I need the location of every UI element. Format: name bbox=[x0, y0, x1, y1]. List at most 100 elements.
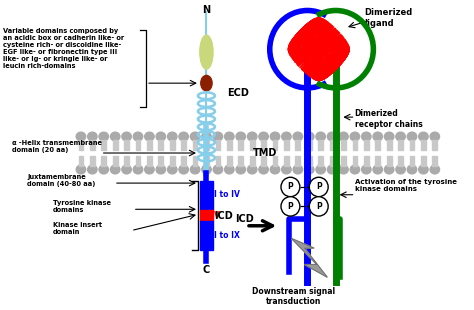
Bar bbox=[319, 156, 323, 166]
Ellipse shape bbox=[99, 132, 109, 141]
Bar bbox=[200, 181, 213, 210]
Ellipse shape bbox=[76, 132, 86, 141]
Ellipse shape bbox=[362, 165, 371, 174]
Bar bbox=[273, 140, 277, 150]
Text: I to IV: I to IV bbox=[214, 190, 240, 199]
Ellipse shape bbox=[247, 165, 257, 174]
Ellipse shape bbox=[76, 165, 86, 174]
Bar bbox=[227, 156, 232, 166]
Ellipse shape bbox=[191, 165, 200, 174]
Ellipse shape bbox=[339, 132, 348, 141]
Ellipse shape bbox=[328, 165, 337, 174]
Ellipse shape bbox=[270, 132, 280, 141]
Ellipse shape bbox=[167, 132, 177, 141]
Bar bbox=[387, 140, 392, 150]
Ellipse shape bbox=[396, 165, 405, 174]
Polygon shape bbox=[292, 238, 327, 277]
Ellipse shape bbox=[384, 165, 394, 174]
Text: Juxtamembrane
domain (40-80 aa): Juxtamembrane domain (40-80 aa) bbox=[27, 174, 95, 187]
Ellipse shape bbox=[407, 165, 417, 174]
Ellipse shape bbox=[213, 132, 223, 141]
Ellipse shape bbox=[225, 132, 234, 141]
Bar bbox=[364, 140, 369, 150]
Bar bbox=[181, 156, 186, 166]
Text: C: C bbox=[203, 265, 210, 275]
Ellipse shape bbox=[259, 132, 268, 141]
Text: P: P bbox=[288, 202, 293, 211]
Bar bbox=[330, 140, 335, 150]
Text: V: V bbox=[214, 210, 220, 219]
Ellipse shape bbox=[350, 165, 360, 174]
Text: P: P bbox=[288, 183, 293, 192]
Ellipse shape bbox=[259, 165, 268, 174]
Bar bbox=[284, 156, 289, 166]
Text: ICD: ICD bbox=[235, 214, 254, 224]
Text: N: N bbox=[202, 5, 210, 15]
Bar bbox=[261, 140, 266, 150]
Ellipse shape bbox=[110, 165, 120, 174]
Ellipse shape bbox=[304, 132, 314, 141]
Bar bbox=[398, 156, 403, 166]
Bar bbox=[295, 140, 300, 150]
Ellipse shape bbox=[145, 165, 154, 174]
Text: I to IX: I to IX bbox=[214, 231, 240, 240]
Bar bbox=[421, 140, 426, 150]
Circle shape bbox=[310, 197, 328, 216]
Ellipse shape bbox=[407, 132, 417, 141]
Bar bbox=[124, 140, 129, 150]
Bar bbox=[101, 156, 106, 166]
Bar bbox=[273, 156, 277, 166]
Text: α -Helix transmembrane
domain (20 aa): α -Helix transmembrane domain (20 aa) bbox=[12, 140, 102, 153]
Ellipse shape bbox=[179, 132, 188, 141]
Text: Dimerized
ligand: Dimerized ligand bbox=[364, 8, 412, 28]
Bar bbox=[307, 140, 311, 150]
Ellipse shape bbox=[282, 132, 291, 141]
Bar bbox=[261, 156, 266, 166]
Bar bbox=[410, 156, 414, 166]
Bar bbox=[375, 140, 380, 150]
Bar bbox=[398, 140, 403, 150]
Bar bbox=[353, 140, 357, 150]
Bar bbox=[193, 156, 198, 166]
Bar bbox=[79, 156, 83, 166]
Bar bbox=[284, 140, 289, 150]
Bar bbox=[295, 156, 300, 166]
Ellipse shape bbox=[293, 165, 302, 174]
Text: ICD: ICD bbox=[214, 211, 233, 221]
Text: ECD: ECD bbox=[227, 88, 249, 98]
Ellipse shape bbox=[373, 132, 383, 141]
Ellipse shape bbox=[225, 165, 234, 174]
Bar bbox=[113, 156, 118, 166]
Ellipse shape bbox=[339, 165, 348, 174]
Bar bbox=[410, 140, 414, 150]
Bar bbox=[158, 156, 163, 166]
Ellipse shape bbox=[88, 132, 97, 141]
Ellipse shape bbox=[316, 165, 325, 174]
Bar bbox=[432, 140, 437, 150]
Bar bbox=[136, 156, 140, 166]
Bar bbox=[147, 156, 152, 166]
Bar bbox=[216, 156, 220, 166]
Bar bbox=[200, 221, 213, 250]
Bar bbox=[227, 140, 232, 150]
Ellipse shape bbox=[156, 165, 165, 174]
Ellipse shape bbox=[133, 132, 143, 141]
Bar bbox=[90, 156, 95, 166]
Bar bbox=[124, 156, 129, 166]
Ellipse shape bbox=[282, 165, 291, 174]
Bar bbox=[158, 140, 163, 150]
Text: Downstream signal
transduction: Downstream signal transduction bbox=[252, 287, 335, 306]
Ellipse shape bbox=[419, 165, 428, 174]
Bar bbox=[216, 140, 220, 150]
Ellipse shape bbox=[419, 132, 428, 141]
Ellipse shape bbox=[88, 165, 97, 174]
Bar bbox=[432, 156, 437, 166]
Text: P: P bbox=[316, 202, 322, 211]
Ellipse shape bbox=[202, 165, 211, 174]
Bar bbox=[238, 140, 243, 150]
Ellipse shape bbox=[202, 132, 211, 141]
Ellipse shape bbox=[145, 132, 154, 141]
Ellipse shape bbox=[179, 165, 188, 174]
Ellipse shape bbox=[99, 165, 109, 174]
Ellipse shape bbox=[122, 132, 131, 141]
